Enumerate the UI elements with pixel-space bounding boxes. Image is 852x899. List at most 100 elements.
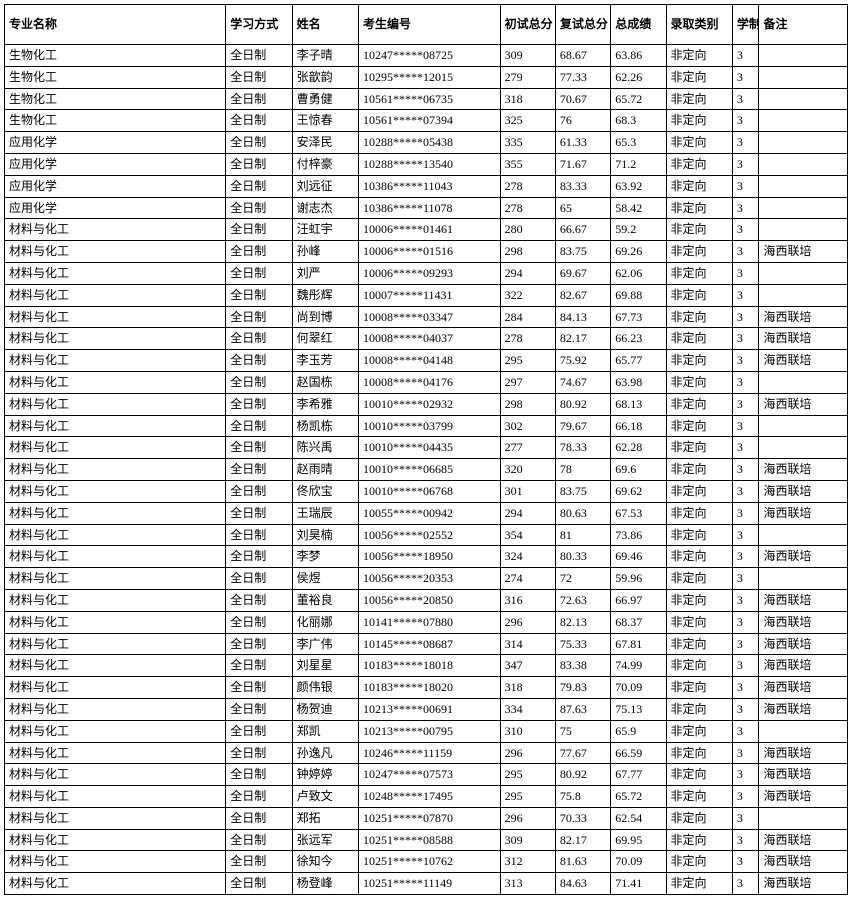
cell-type: 非定向	[666, 764, 732, 786]
cell-years: 3	[732, 219, 759, 241]
cell-name: 徐知今	[292, 851, 358, 873]
cell-major: 生物化工	[5, 66, 226, 88]
cell-years: 3	[732, 393, 759, 415]
cell-remark: 海西联培	[759, 829, 848, 851]
cell-major: 材料与化工	[5, 698, 226, 720]
cell-years: 3	[732, 197, 759, 219]
cell-score2: 82.67	[555, 284, 610, 306]
cell-remark: 海西联培	[759, 677, 848, 699]
cell-score2: 82.17	[555, 829, 610, 851]
cell-mode: 全日制	[226, 66, 292, 88]
cell-score1: 294	[500, 502, 555, 524]
cell-score1: 278	[500, 197, 555, 219]
cell-score2: 79.83	[555, 677, 610, 699]
cell-id: 10006*****01461	[359, 219, 501, 241]
cell-major: 材料与化工	[5, 720, 226, 742]
cell-remark	[759, 153, 848, 175]
cell-id: 10247*****08725	[359, 45, 501, 67]
cell-type: 非定向	[666, 633, 732, 655]
cell-total: 67.77	[611, 764, 666, 786]
table-row: 材料与化工全日制杨凯栋10010*****0379930279.6766.18非…	[5, 415, 848, 437]
table-row: 生物化工全日制李子晴10247*****0872530968.6763.86非定…	[5, 45, 848, 67]
cell-name: 孙峰	[292, 241, 358, 263]
header-score1: 初试总分	[500, 5, 555, 45]
cell-total: 65.77	[611, 350, 666, 372]
table-row: 材料与化工全日制赵雨晴10010*****066853207869.6非定向3海…	[5, 459, 848, 481]
table-row: 材料与化工全日制郑凯10213*****007953107565.9非定向3	[5, 720, 848, 742]
cell-mode: 全日制	[226, 132, 292, 154]
cell-score1: 320	[500, 459, 555, 481]
table-row: 材料与化工全日制杨贺迪10213*****0069133487.6375.13非…	[5, 698, 848, 720]
cell-total: 67.73	[611, 306, 666, 328]
cell-mode: 全日制	[226, 677, 292, 699]
cell-remark: 海西联培	[759, 655, 848, 677]
cell-mode: 全日制	[226, 568, 292, 590]
cell-type: 非定向	[666, 437, 732, 459]
cell-id: 10007*****11431	[359, 284, 501, 306]
cell-mode: 全日制	[226, 371, 292, 393]
cell-type: 非定向	[666, 350, 732, 372]
cell-mode: 全日制	[226, 350, 292, 372]
cell-type: 非定向	[666, 110, 732, 132]
cell-major: 材料与化工	[5, 764, 226, 786]
cell-major: 材料与化工	[5, 633, 226, 655]
cell-name: 李玉芳	[292, 350, 358, 372]
table-row: 材料与化工全日制张远军10251*****0858830982.1769.95非…	[5, 829, 848, 851]
cell-score2: 75.92	[555, 350, 610, 372]
cell-years: 3	[732, 655, 759, 677]
cell-years: 3	[732, 851, 759, 873]
cell-total: 62.54	[611, 807, 666, 829]
cell-score1: 318	[500, 677, 555, 699]
cell-id: 10295*****12015	[359, 66, 501, 88]
table-row: 材料与化工全日制李玉芳10008*****0414829575.9265.77非…	[5, 350, 848, 372]
cell-name: 李广伟	[292, 633, 358, 655]
cell-mode: 全日制	[226, 742, 292, 764]
cell-years: 3	[732, 262, 759, 284]
cell-score2: 74.67	[555, 371, 610, 393]
cell-total: 74.99	[611, 655, 666, 677]
table-row: 材料与化工全日制尚到博10008*****0334728484.1367.73非…	[5, 306, 848, 328]
cell-score2: 78	[555, 459, 610, 481]
cell-name: 张远军	[292, 829, 358, 851]
cell-score2: 61.33	[555, 132, 610, 154]
cell-type: 非定向	[666, 720, 732, 742]
cell-score1: 295	[500, 350, 555, 372]
cell-years: 3	[732, 88, 759, 110]
cell-remark	[759, 720, 848, 742]
cell-total: 69.62	[611, 480, 666, 502]
cell-score1: 347	[500, 655, 555, 677]
cell-remark: 海西联培	[759, 786, 848, 808]
cell-years: 3	[732, 829, 759, 851]
cell-years: 3	[732, 546, 759, 568]
cell-type: 非定向	[666, 851, 732, 873]
cell-score2: 71.67	[555, 153, 610, 175]
cell-type: 非定向	[666, 393, 732, 415]
cell-years: 3	[732, 284, 759, 306]
cell-remark	[759, 132, 848, 154]
cell-total: 67.53	[611, 502, 666, 524]
cell-name: 赵雨晴	[292, 459, 358, 481]
cell-score2: 70.67	[555, 88, 610, 110]
cell-total: 75.13	[611, 698, 666, 720]
cell-type: 非定向	[666, 306, 732, 328]
cell-score1: 355	[500, 153, 555, 175]
cell-name: 郑凯	[292, 720, 358, 742]
cell-id: 10251*****07870	[359, 807, 501, 829]
cell-name: 李子晴	[292, 45, 358, 67]
cell-mode: 全日制	[226, 873, 292, 895]
cell-score2: 75.8	[555, 786, 610, 808]
cell-years: 3	[732, 633, 759, 655]
cell-years: 3	[732, 589, 759, 611]
cell-score1: 310	[500, 720, 555, 742]
cell-score2: 65	[555, 197, 610, 219]
cell-type: 非定向	[666, 873, 732, 895]
cell-major: 材料与化工	[5, 306, 226, 328]
cell-years: 3	[732, 873, 759, 895]
cell-years: 3	[732, 698, 759, 720]
cell-score1: 302	[500, 415, 555, 437]
cell-score2: 81	[555, 524, 610, 546]
cell-total: 66.18	[611, 415, 666, 437]
cell-years: 3	[732, 502, 759, 524]
cell-mode: 全日制	[226, 459, 292, 481]
cell-score1: 278	[500, 328, 555, 350]
